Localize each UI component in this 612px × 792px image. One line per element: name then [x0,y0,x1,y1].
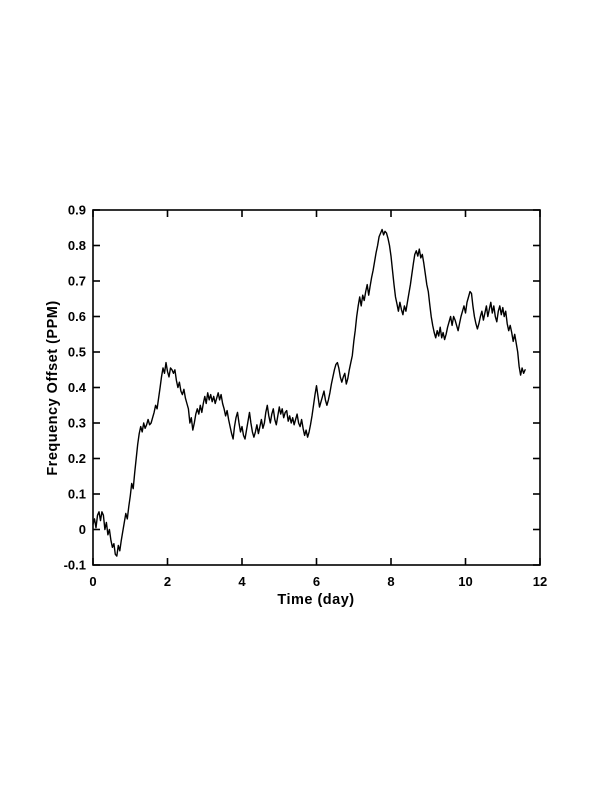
y-axis-title: Frequency Offset (PPM) [45,300,61,475]
y-tick-label: 0 [79,522,86,537]
y-tick-label: -0.1 [64,558,86,573]
y-tick-label: 0.9 [68,203,86,218]
y-tick-label: 0.8 [68,238,86,253]
x-tick-label: 0 [89,574,96,589]
x-tick-label: 2 [164,574,171,589]
y-tick-label: 0.5 [68,345,86,360]
series-line-frequency-offset [92,228,526,557]
x-tick-label: 10 [458,574,472,589]
x-axis-title: Time (day) [277,592,354,608]
x-tick-label: 8 [387,574,394,589]
x-tick-label: 6 [313,574,320,589]
x-tick-label: 12 [533,574,547,589]
y-tick-label: 0.3 [68,416,86,431]
y-tick-label: 0.2 [68,451,86,466]
axes-layer: 0 2 4 6 8 10 12-0.100.10.20.30.40.50.60.70.80.… [64,203,548,590]
x-tick-label: 4 [238,574,246,589]
y-tick-label: 0.4 [68,380,87,395]
y-tick-label: 0.6 [68,309,86,324]
y-tick-label: 0.7 [68,274,86,289]
series-layer [92,228,526,557]
y-tick-label: 0.1 [68,487,86,502]
